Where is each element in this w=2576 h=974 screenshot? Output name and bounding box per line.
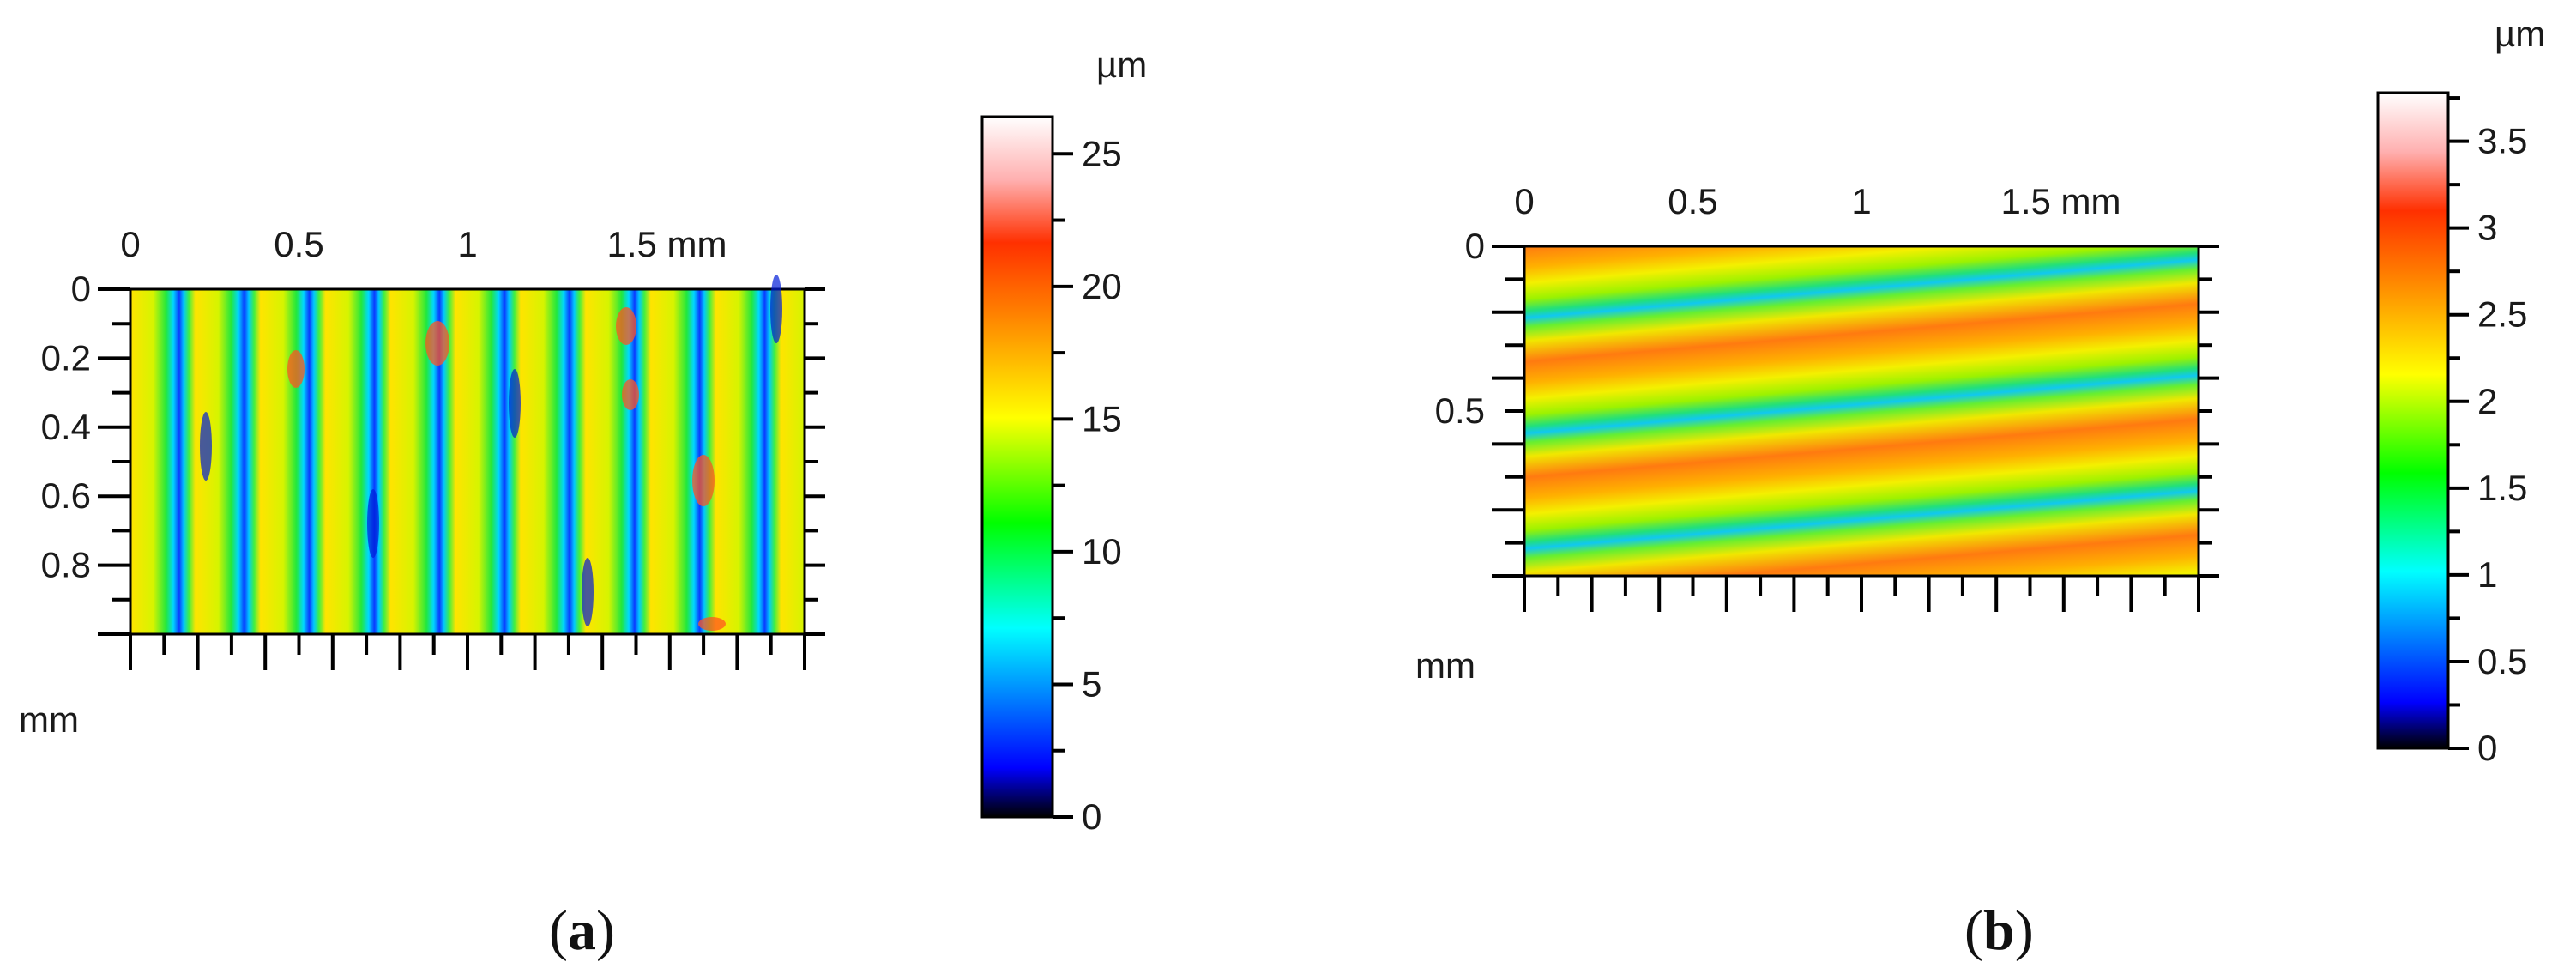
x-tick-label: 0.5 — [274, 224, 323, 264]
axis-ticks-a — [98, 287, 825, 670]
colorbar-tick-label: 2.5 — [2477, 294, 2527, 335]
colorbar-a — [980, 115, 1054, 819]
panel-b: 0 0.5 1 1.5 mm 0 0.5 mm 0 0.5 1 1.5 2 2.5 3 3.5 µm (… — [1415, 14, 2545, 962]
valley-dip — [509, 369, 521, 438]
y-unit-label-a: mm — [19, 699, 79, 740]
colorbar-tick-label: 3.5 — [2477, 121, 2527, 161]
colorbar-tick-label: 25 — [1082, 133, 1122, 173]
y-tick-label: 0.8 — [41, 545, 91, 585]
colorbar-tick-label: 1.5 — [2477, 468, 2527, 508]
panel-a: 0 0.5 1 1.5 mm 0 0.2 0.4 0.6 0.8 mm 0 5 10 15 20 25 µ… — [19, 45, 1147, 962]
panel-letter-a: a — [568, 899, 596, 962]
x-tick-label: 0.5 — [1668, 181, 1717, 221]
axis-labels-a: 0 0.5 1 1.5 mm 0 0.2 0.4 0.6 0.8 — [41, 224, 727, 585]
colorbar-unit-a: µm — [1096, 45, 1147, 85]
y-unit-label-b: mm — [1415, 645, 1475, 686]
colorbar-b — [2376, 91, 2450, 750]
y-tick-label: 0 — [71, 269, 91, 309]
y-tick-label: 0.4 — [41, 407, 91, 447]
colorbar-tick-label: 0 — [1082, 796, 1101, 837]
colorbar-tick-label: 20 — [1082, 266, 1122, 306]
x-tick-label: 0 — [1514, 181, 1534, 221]
colorbar-tick-label: 5 — [1082, 663, 1101, 704]
hot-spot — [425, 321, 449, 366]
colorbar-tick-label: 15 — [1082, 398, 1122, 439]
colorbar-tick-label: 0.5 — [2477, 641, 2527, 681]
colorbar-unit-b: µm — [2495, 14, 2545, 54]
x-tick-label: 1.5 mm — [607, 224, 727, 264]
valley-dip — [367, 489, 379, 558]
valley-dip — [770, 275, 782, 343]
hot-spot — [698, 617, 726, 631]
hot-spot — [616, 307, 636, 345]
panel-letter-b: b — [1983, 899, 2015, 962]
x-tick-label: 1.5 mm — [2001, 181, 2121, 221]
axis-labels-b: 0 0.5 1 1.5 mm 0 0.5 — [1435, 181, 2121, 431]
colorbar-ticks-b: 0 0.5 1 1.5 2 2.5 3 3.5 — [2448, 96, 2527, 768]
colorbar-ticks-a: 0 5 10 15 20 25 — [1053, 133, 1122, 837]
valley-dip — [200, 412, 212, 481]
colorbar-tick-label: 1 — [2477, 554, 2497, 595]
surface-map-a — [129, 287, 806, 636]
colorbar-tick-label: 10 — [1082, 531, 1122, 572]
y-tick-label: 0.2 — [41, 337, 91, 378]
y-tick-label: 0.5 — [1435, 390, 1485, 431]
hot-spot — [622, 379, 639, 410]
panel-caption-b: (b) — [1964, 899, 2034, 962]
y-tick-label: 0 — [1465, 226, 1485, 266]
x-tick-label: 1 — [1851, 181, 1871, 221]
colorbar-tick-label: 3 — [2477, 208, 2497, 248]
colorbar-tick-label: 0 — [2477, 728, 2497, 768]
surface-map-b — [1523, 245, 2200, 578]
panel-caption-a: (a) — [549, 899, 615, 962]
x-tick-label: 0 — [120, 224, 140, 264]
hot-spot — [287, 350, 305, 388]
y-tick-label: 0.6 — [41, 475, 91, 516]
colorbar-tick-label: 2 — [2477, 381, 2497, 421]
x-tick-label: 1 — [457, 224, 477, 264]
valley-dip — [582, 558, 594, 626]
hot-spot — [692, 455, 715, 506]
axis-ticks-b — [1492, 245, 2219, 612]
